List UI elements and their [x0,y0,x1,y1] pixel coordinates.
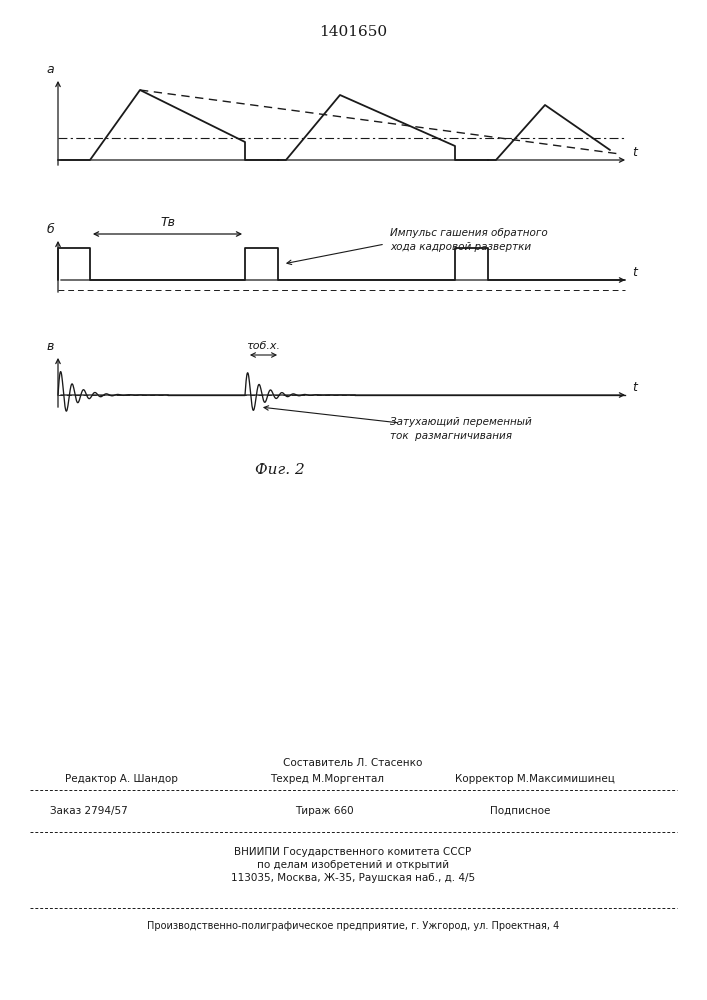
Text: t: t [632,266,637,279]
Text: Фиг. 2: Фиг. 2 [255,463,305,477]
Text: Редактор А. Шандор: Редактор А. Шандор [65,774,178,784]
Text: Составитель Л. Стасенко: Составитель Л. Стасенко [284,758,423,768]
Text: Затухающий переменный: Затухающий переменный [390,417,532,427]
Text: в: в [47,340,54,353]
Text: Производственно-полиграфическое предприятие, г. Ужгород, ул. Проектная, 4: Производственно-полиграфическое предприя… [147,921,559,931]
Text: ВНИИПИ Государственного комитета СССР: ВНИИПИ Государственного комитета СССР [235,847,472,857]
Text: Tв: Tв [160,216,175,229]
Text: Техред М.Моргентал: Техред М.Моргентал [270,774,384,784]
Text: τоб.х.: τоб.х. [247,341,281,351]
Text: 113035, Москва, Ж-35, Раушская наб., д. 4/5: 113035, Москва, Ж-35, Раушская наб., д. … [231,873,475,883]
Text: t: t [632,381,637,394]
Text: по делам изобретений и открытий: по делам изобретений и открытий [257,860,449,870]
Text: б: б [46,223,54,236]
Text: Корректор М.Максимишинец: Корректор М.Максимишинец [455,774,615,784]
Text: Заказ 2794/57: Заказ 2794/57 [50,806,128,816]
Text: Тираж 660: Тираж 660 [295,806,354,816]
Text: ток  размагничивания: ток размагничивания [390,431,512,441]
Text: Импульс гашения обратного: Импульс гашения обратного [390,228,548,238]
Text: хода кадровой развертки: хода кадровой развертки [390,242,531,252]
Text: t: t [632,146,637,159]
Text: 1401650: 1401650 [319,25,387,39]
Text: а: а [46,63,54,76]
Text: Подписное: Подписное [490,806,550,816]
